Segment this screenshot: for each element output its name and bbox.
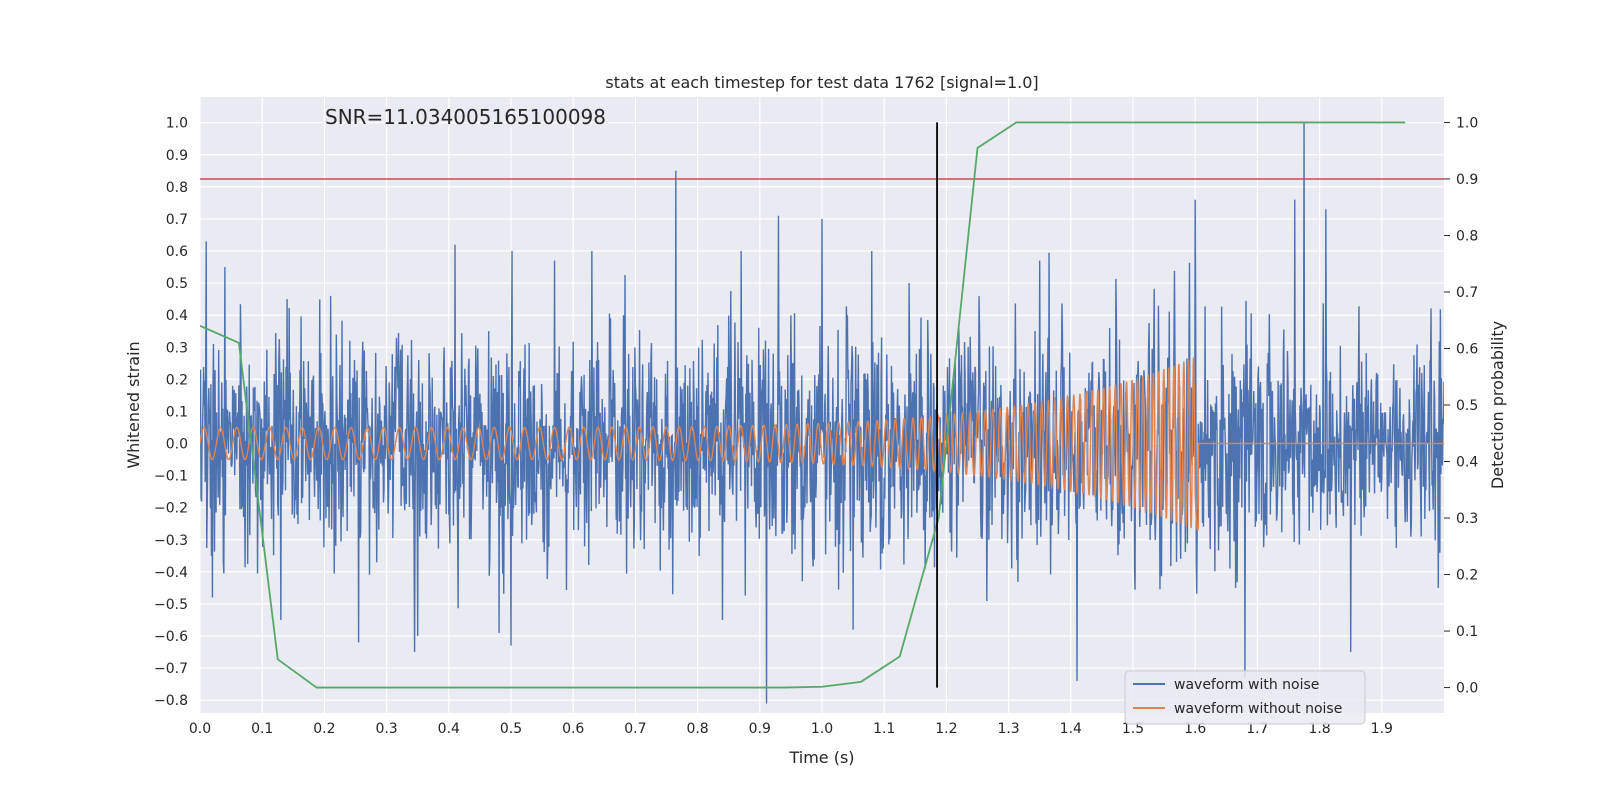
x-ticks: 0.0 0.1 0.2 0.3 0.4 0.5 0.6 0.7 0.8 0.9 1.0 1.1 1.2 1… (189, 721, 1393, 737)
y-axis-label-left: Whitened strain (124, 341, 143, 468)
series-line-detection-probability (200, 121, 1406, 689)
left-y-tick-label: −0.7 (154, 661, 188, 677)
x-tick-label: 1.5 (1122, 721, 1144, 737)
left-y-tick-label: 1.0 (166, 116, 188, 132)
x-tick-label: 0.4 (438, 721, 460, 737)
right-y-tick-label: 0.6 (1456, 341, 1478, 357)
series-layer (200, 121, 1444, 704)
left-y-tick-label: 0.4 (166, 308, 188, 324)
x-tick-label: 1.0 (811, 721, 833, 737)
series-line-waveform-without-noise (200, 357, 1444, 532)
right-y-tick-label: 0.1 (1456, 624, 1478, 640)
right-y-tick-label: 0.0 (1456, 681, 1478, 697)
series-line-waveform-with-noise (200, 122, 1444, 704)
left-y-tick-label: −0.6 (154, 629, 188, 645)
left-y-tick-label: 0.1 (166, 404, 188, 420)
x-axis-label: Time (s) (788, 748, 854, 767)
right-y-tick-label: 0.3 (1456, 511, 1478, 527)
x-tick-label: 0.6 (562, 721, 584, 737)
left-y-tick-label: −0.1 (154, 469, 188, 485)
plot-area (200, 121, 1444, 704)
legend: waveform with noise waveform without noi… (1124, 670, 1366, 725)
left-y-tick-label: −0.8 (154, 693, 188, 709)
right-y-tick-label: 0.8 (1456, 228, 1478, 244)
left-y-tick-label: −0.4 (154, 565, 188, 581)
x-tick-label: 1.2 (935, 721, 957, 737)
left-y-tick-label: 0.3 (166, 340, 188, 356)
x-tick-label: 0.1 (251, 721, 273, 737)
left-y-tick-label: −0.5 (154, 597, 188, 613)
x-tick-label: 0.9 (749, 721, 771, 737)
left-y-tick-label: −0.2 (154, 501, 188, 517)
x-tick-label: 1.9 (1371, 721, 1393, 737)
left-y-tick-label: 0.9 (166, 148, 188, 164)
x-tick-label: 1.7 (1246, 721, 1268, 737)
right-y-tick-label: 0.9 (1456, 172, 1478, 188)
x-tick-label: 1.6 (1184, 721, 1206, 737)
legend-label-noise: waveform with noise (1174, 677, 1319, 693)
right-y-tick-label: 0.5 (1456, 398, 1478, 414)
left-y-tick-label: −0.3 (154, 533, 188, 549)
left-y-tick-label: 0.5 (166, 276, 188, 292)
x-tick-label: 0.8 (686, 721, 708, 737)
left-y-tick-label: 0.8 (166, 180, 188, 196)
right-y-tick-label: 1.0 (1456, 115, 1478, 131)
left-y-tick-label: 0.2 (166, 372, 188, 388)
x-tick-label: 0.2 (313, 721, 335, 737)
legend-box (1124, 670, 1366, 725)
x-tick-label: 1.4 (1060, 721, 1082, 737)
snr-annotation: SNR=11.034005165100098 (325, 105, 606, 129)
right-y-tick-label: 0.2 (1456, 568, 1478, 584)
chart-title: stats at each timestep for test data 176… (605, 73, 1038, 92)
left-y-tick-label: 0.0 (166, 437, 188, 453)
x-tick-label: 0.7 (624, 721, 646, 737)
x-tick-label: 0.3 (375, 721, 397, 737)
right-y-tick-label: 0.4 (1456, 455, 1478, 471)
x-tick-label: 0.5 (500, 721, 522, 737)
left-y-ticks: −0.8 −0.7 −0.6 −0.5 −0.4 −0.3 −0.2 −0.1 0.0 0.1 0.… (154, 116, 188, 710)
left-y-tick-label: 0.6 (166, 244, 188, 260)
x-tick-label: 0.0 (189, 721, 211, 737)
right-y-ticks: 0.0 0.1 0.2 0.3 0.4 0.5 0.6 0.7 0.8 0.9 1.0 (1444, 115, 1478, 697)
x-tick-label: 1.8 (1308, 721, 1330, 737)
x-tick-label: 1.1 (873, 721, 895, 737)
right-y-tick-label: 0.7 (1456, 285, 1478, 301)
left-y-tick-label: 0.7 (166, 212, 188, 228)
x-tick-label: 1.3 (997, 721, 1019, 737)
y-axis-label-right: Detection probability (1488, 321, 1507, 489)
legend-label-clean: waveform without noise (1174, 701, 1342, 717)
